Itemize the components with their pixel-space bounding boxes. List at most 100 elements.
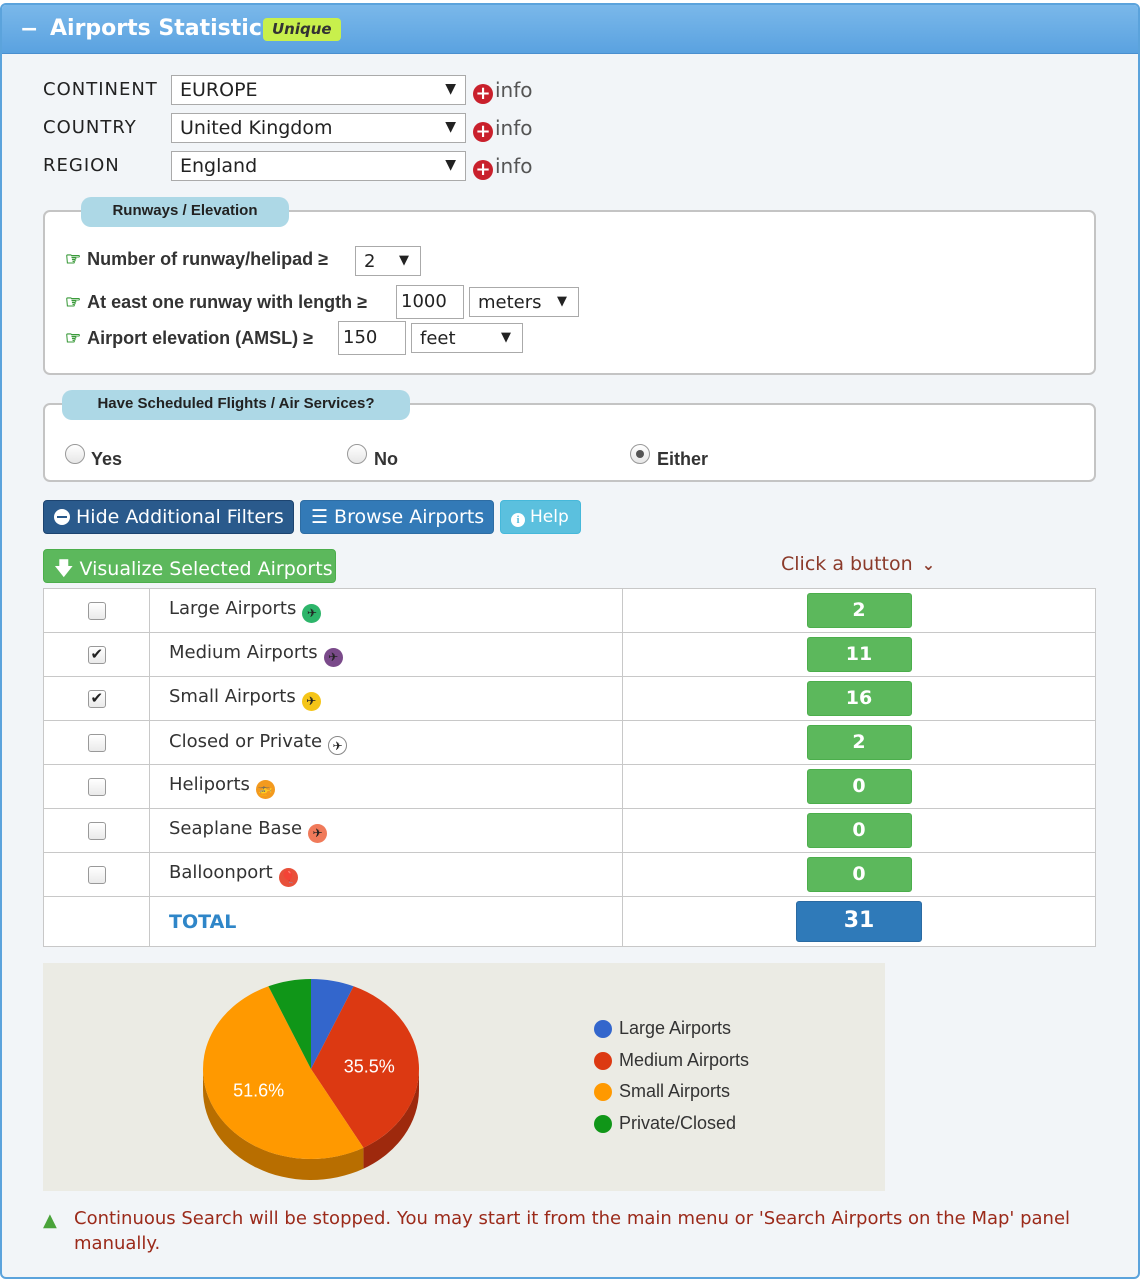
minus-circle-icon [54,509,70,525]
count-button[interactable]: 16 [806,681,912,716]
table-row: Medium Airports ✈ 11 [43,632,1096,677]
checkbox-cell [43,588,150,633]
pie-slice[interactable] [311,986,419,1148]
count-cell: 0 [622,764,1096,809]
runway-length-unit: meters [478,292,542,313]
airport-type-cell: Large Airports ✈ [149,588,623,633]
table-row: Closed or Private ✈ 2 [43,720,1096,765]
scheduled-flights-legend: Have Scheduled Flights / Air Services? [62,390,410,420]
count-button[interactable]: 0 [806,813,912,848]
count-button[interactable]: 2 [806,593,912,628]
legend-label: Large Airports [619,1018,732,1038]
airport-type-cell: Heliports 🚁 [149,764,623,809]
dropdown-arrow-icon: ▼ [445,81,456,97]
hide-filters-button[interactable]: Hide Additional Filters [43,500,294,534]
elevation-row: ☞ Airport elevation (AMSL) ≥ [65,328,313,349]
warning-triangle-icon: ▲ [43,1210,57,1231]
info-circle-icon: i [511,513,525,527]
row-checkbox[interactable] [87,645,106,665]
count-button[interactable]: 0 [806,857,912,892]
dropdown-arrow-icon: ▼ [445,157,456,173]
airport-type-cell: Medium Airports ✈ [149,632,623,677]
radio-either-label: Either [657,449,709,469]
legend-item[interactable]: Small Airports [594,1081,844,1103]
visualize-button[interactable]: 🡇 Visualize Selected Airports [43,549,336,583]
legend-item[interactable]: Private/Closed [594,1113,844,1135]
runway-length-input[interactable]: 1000 [396,285,464,319]
unique-badge: Unique [263,18,341,41]
runway-length-row: ☞ At east one runway with length ≥ [65,292,367,313]
total-label-cell: TOTAL [149,896,623,947]
continent-value: EUROPE [180,79,258,101]
legend-item[interactable]: Large Airports [594,1018,844,1040]
radio-no[interactable] [347,444,367,464]
total-row: TOTAL 31 [43,896,1096,947]
count-button[interactable]: 0 [806,769,912,804]
region-info-link[interactable]: + info [473,154,533,180]
elevation-input[interactable]: 150 [338,321,406,355]
click-hint-label: Click a button [781,553,913,575]
large-airport-icon: ✈ [302,604,322,623]
collapse-icon[interactable]: − [20,17,39,42]
elevation-unit: feet [420,328,456,349]
legend-label: Private/Closed [619,1112,737,1133]
dropdown-arrow-icon: ▼ [557,294,567,309]
pie-slice[interactable] [311,979,354,1069]
plus-circle-icon: + [473,84,493,104]
pie-slice[interactable] [268,979,311,1069]
airport-type-cell: Balloonport 🎈 [149,852,623,897]
airport-type-cell: Closed or Private ✈ [149,720,623,765]
country-value: United Kingdom [180,117,333,139]
total-button[interactable]: 31 [796,901,922,942]
checkbox-cell [43,764,150,809]
browse-airports-button[interactable]: ☰ Browse Airports [300,500,494,534]
info-label: info [495,116,533,140]
region-select[interactable]: England ▼ [171,151,466,181]
help-button[interactable]: i Help [500,500,581,534]
region-value: England [180,155,258,177]
pie-slice-side [363,1069,419,1169]
total-label: TOTAL [169,910,237,933]
count-button[interactable]: 2 [806,725,912,760]
radio-either[interactable] [630,444,650,464]
runway-length-unit-select[interactable]: meters ▼ [469,287,579,317]
panel-header[interactable]: − Airports Statistics Unique [2,5,1138,54]
runway-count-select[interactable]: 2 ▼ [355,246,421,276]
runway-length-label: At east one runway with length ≥ [87,292,368,312]
dropdown-arrow-icon: ▼ [445,119,456,135]
table-row: Seaplane Base ✈ 0 [43,808,1096,853]
closed-airport-icon: ✈ [328,735,348,755]
count-cell: 16 [622,676,1096,721]
count-button[interactable]: 11 [806,637,912,672]
continent-info-link[interactable]: + info [473,78,533,104]
count-cell: 0 [622,852,1096,897]
plus-circle-icon: + [473,160,493,180]
help-label: Help [530,507,569,527]
runway-count-value: 2 [364,251,376,272]
airport-type-label: Large Airports [169,598,297,619]
elevation-unit-select[interactable]: feet ▼ [411,323,523,353]
radio-yes[interactable] [65,444,85,464]
airport-type-label: Medium Airports [169,642,318,663]
balloon-icon: 🎈 [278,868,298,887]
total-count-cell: 31 [622,896,1096,947]
scheduled-flights-fieldset: Have Scheduled Flights / Air Services? Y… [43,390,1096,482]
plus-circle-icon: + [473,122,493,142]
legend-item[interactable]: Medium Airports [594,1050,844,1072]
row-checkbox[interactable] [87,866,106,885]
pie-slice[interactable] [203,986,364,1159]
heliport-icon: 🚁 [255,780,275,799]
continent-select[interactable]: EUROPE ▼ [171,75,466,105]
row-checkbox[interactable] [87,602,106,621]
row-checkbox[interactable] [87,734,106,753]
row-checkbox[interactable] [87,689,106,709]
radio-yes-label: Yes [91,449,123,469]
table-row: Small Airports ✈ 16 [43,676,1096,721]
seaplane-icon: ✈ [308,824,328,843]
country-select[interactable]: United Kingdom ▼ [171,113,466,143]
row-checkbox[interactable] [87,778,106,797]
row-checkbox[interactable] [87,822,106,841]
country-info-link[interactable]: + info [473,116,533,142]
browse-airports-label: Browse Airports [334,506,485,528]
small-airport-icon: ✈ [301,692,321,711]
